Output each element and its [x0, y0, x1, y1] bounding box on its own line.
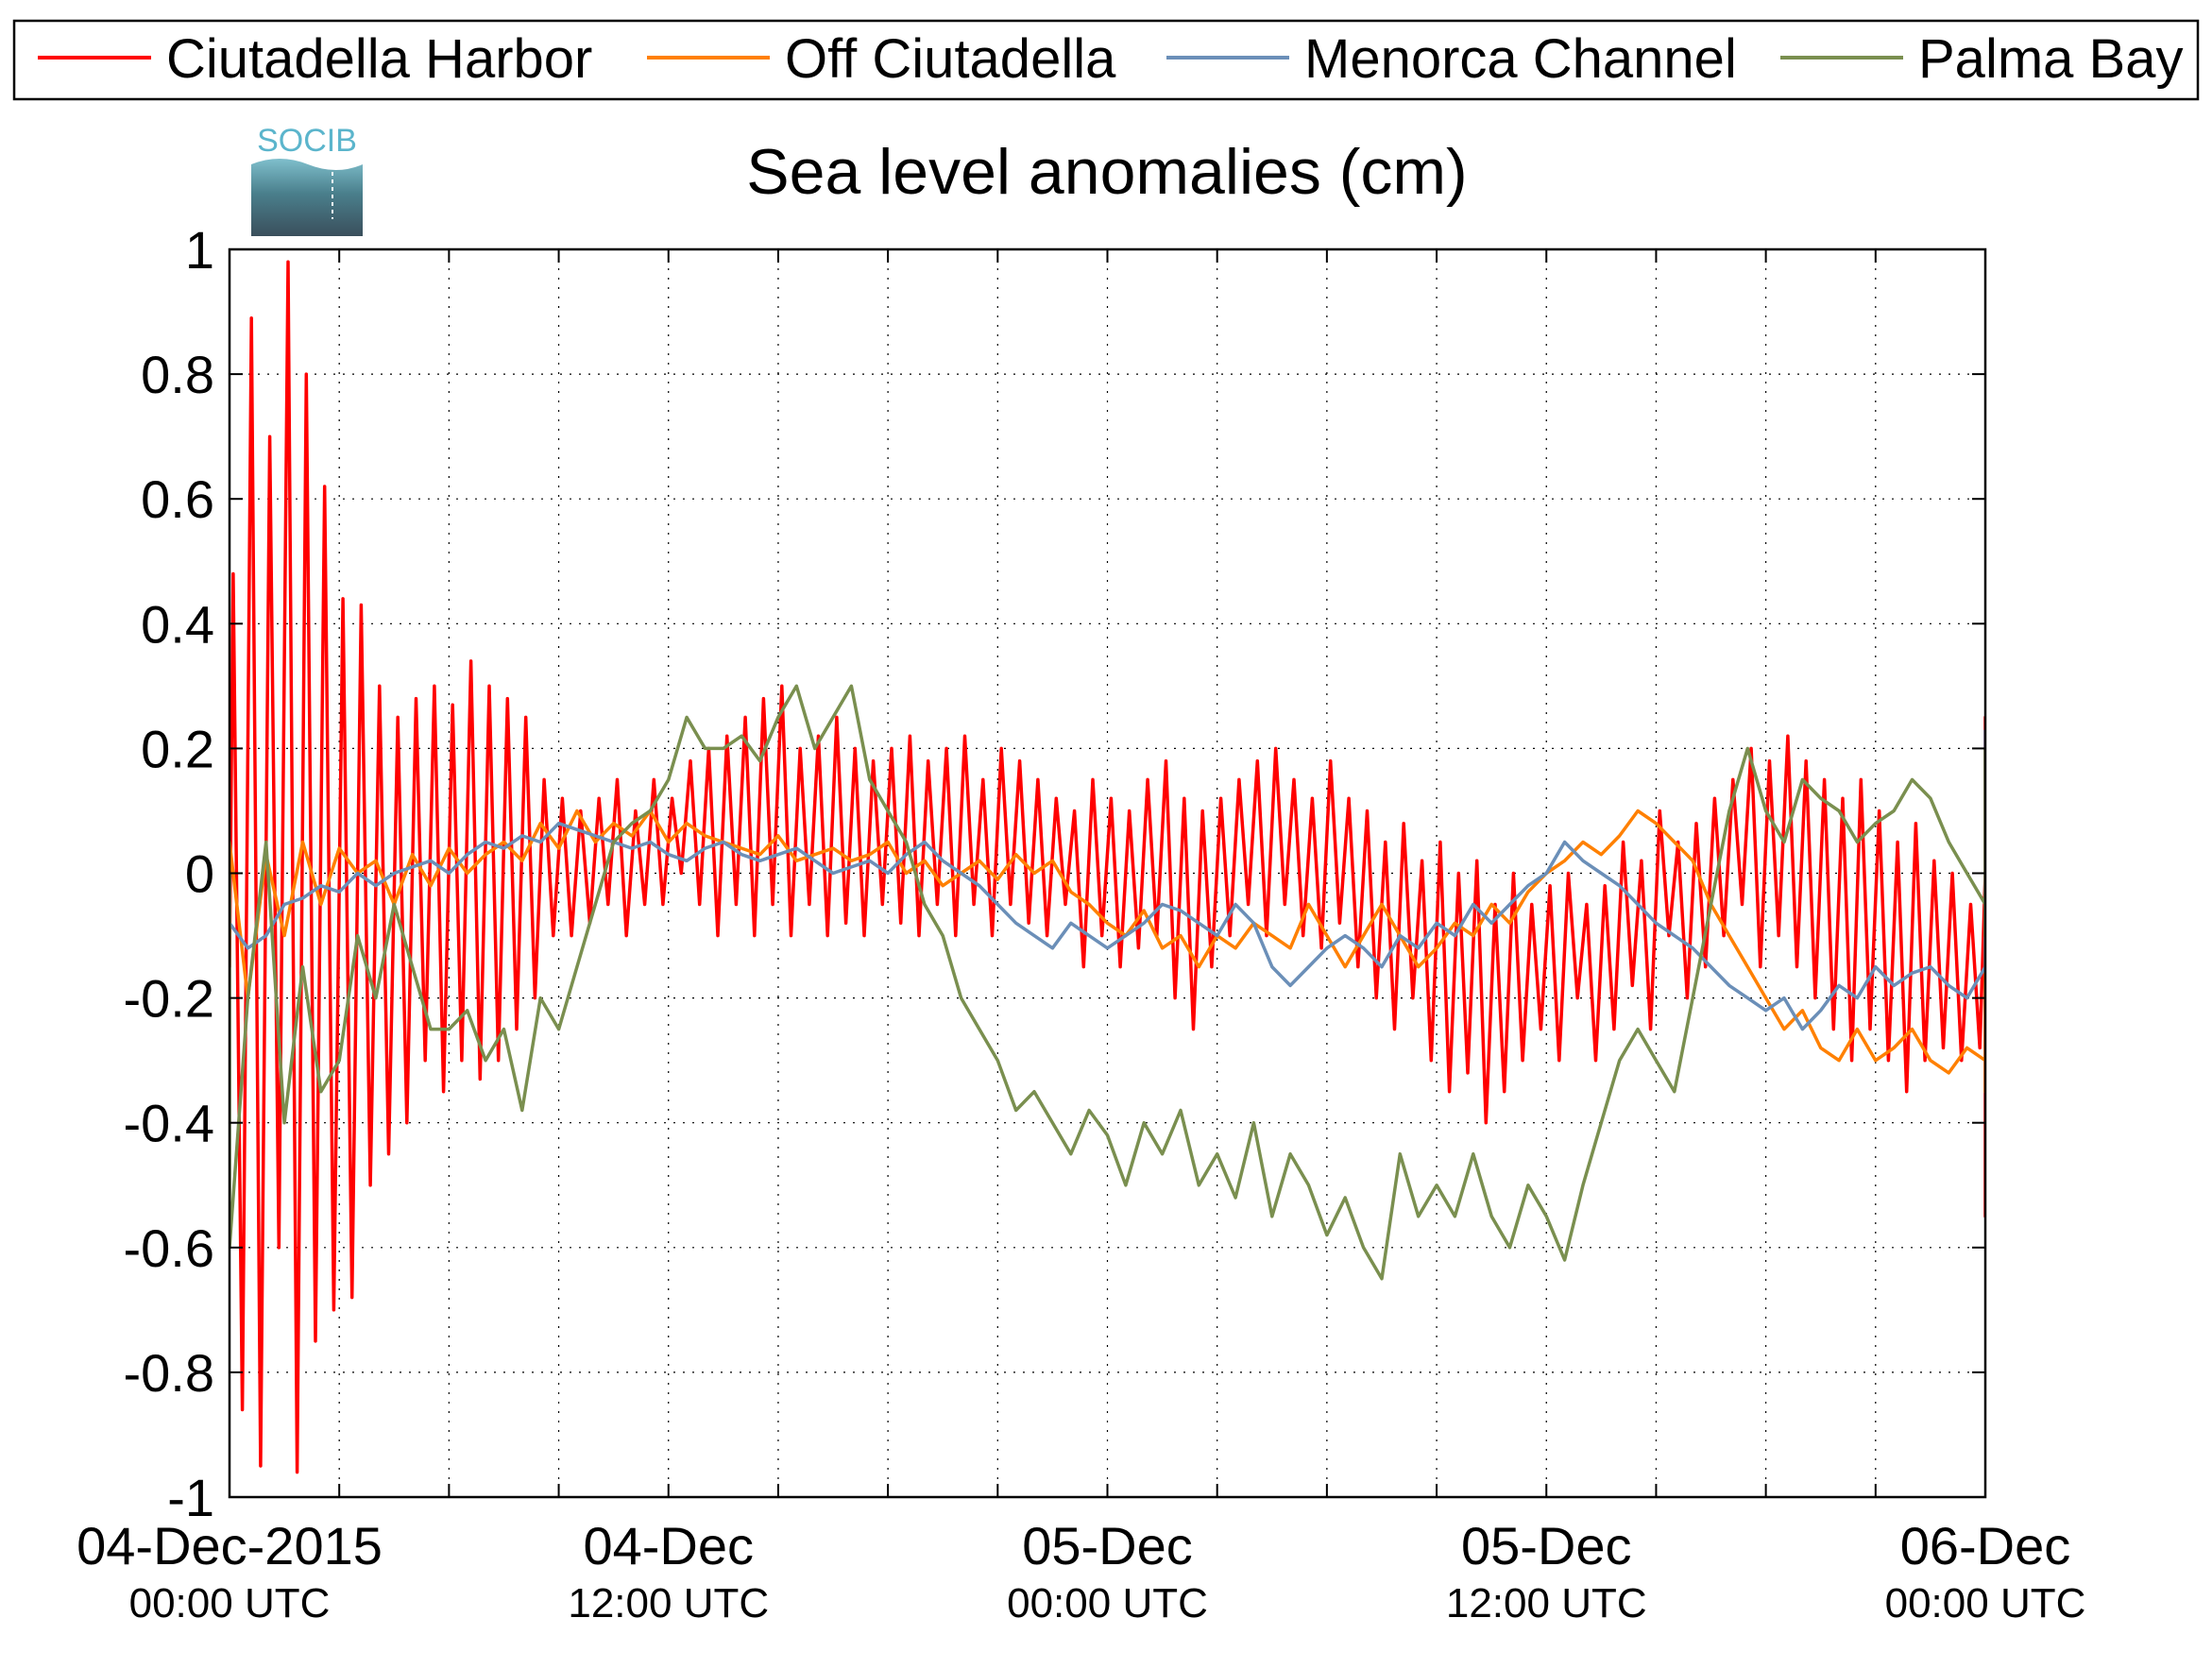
x-tick-label-time: 12:00 UTC [1446, 1580, 1647, 1626]
x-tick-label-time: 12:00 UTC [568, 1580, 769, 1626]
x-tick-label-date: 05-Dec [1461, 1516, 1632, 1575]
logo-wave-block [251, 159, 363, 236]
x-tick-label-date: 04-Dec-2015 [77, 1516, 383, 1575]
legend-label: Palma Bay [1918, 28, 2183, 90]
y-tick-label: -1 [167, 1468, 214, 1527]
socib-logo: SOCIB [251, 123, 363, 236]
y-tick-labels: -1 -0.8 -0.6 -0.4 -0.2 0 0.2 0.4 0.6 0.8 1 [124, 220, 215, 1527]
series-line-off-ciutadella [230, 809, 1985, 1094]
x-tick-label-time: 00:00 UTC [129, 1580, 331, 1626]
y-tick-label: -0.4 [124, 1094, 215, 1153]
logo-text: SOCIB [257, 123, 357, 159]
y-tick-label: 0.8 [141, 345, 214, 404]
series-line-menorca-channel [230, 729, 1985, 1031]
y-tick-label: -0.6 [124, 1218, 215, 1278]
y-tick-label: -0.8 [124, 1343, 215, 1403]
series-layer [230, 260, 1985, 1474]
legend-label: Ciutadella Harbor [166, 28, 592, 90]
logo-wave-shape [251, 159, 363, 170]
y-tick-label: 0.6 [141, 469, 214, 529]
y-tick-label: -0.2 [124, 969, 215, 1029]
chart-title: Sea level anomalies (cm) [746, 136, 1467, 208]
x-tick-label-date: 06-Dec [1900, 1516, 2071, 1575]
legend: Ciutadella Harbor Off Ciutadella Menorca C… [12, 19, 2200, 101]
x-tick-label-date: 05-Dec [1022, 1516, 1193, 1575]
plot-area: -1-0.8-0.6-0.4-0.200.20.40.60.81 04-Dec-… [77, 220, 2085, 1626]
x-tick-label-date: 04-Dec [583, 1516, 754, 1575]
x-tick-label-time: 00:00 UTC [1007, 1580, 1208, 1626]
y-tick-label: 1 [185, 220, 214, 280]
series-line-palma-bay [230, 684, 1985, 1281]
legend-label: Off Ciutadella [785, 28, 1116, 90]
legend-box [12, 19, 2200, 101]
y-tick-label: 0.2 [141, 719, 214, 778]
x-tick-label-time: 00:00 UTC [1885, 1580, 2086, 1626]
series-line-ciutadella-harbor [230, 260, 1985, 1474]
y-tick-label: 0 [185, 844, 214, 904]
x-tick-labels: 04-Dec-2015 00:00 UTC 04-Dec 12:00 UTC 05-De… [77, 1516, 2085, 1626]
axis-ticks [229, 248, 1986, 1498]
legend-items: Ciutadella Harbor Off Ciutadella Menorca C… [38, 28, 2183, 90]
legend-label: Menorca Channel [1304, 28, 1737, 90]
y-tick-label: 0.4 [141, 594, 214, 654]
